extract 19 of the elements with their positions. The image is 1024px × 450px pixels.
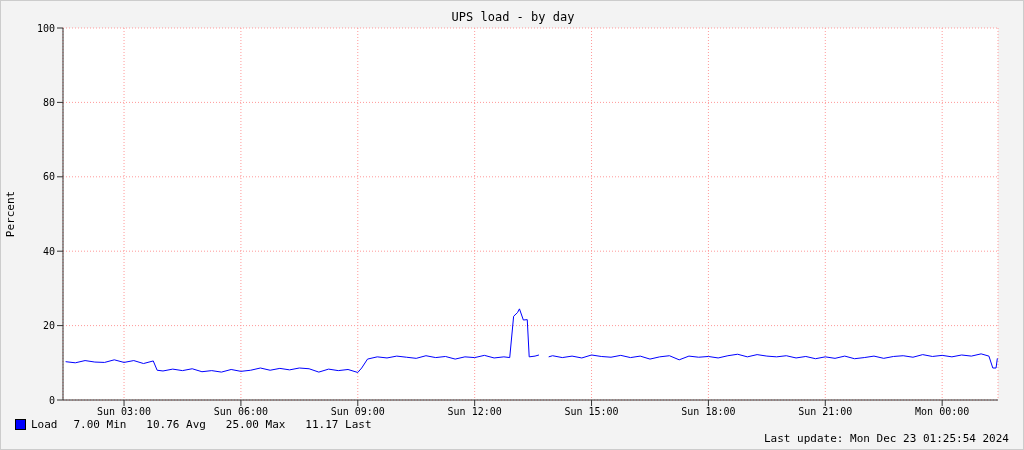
x-tick-label: Sun 21:00 bbox=[798, 406, 853, 418]
x-tick-label: Sun 03:00 bbox=[96, 406, 152, 418]
y-tick-label: 0 bbox=[48, 394, 55, 406]
x-tick-label: Sun 12:00 bbox=[447, 406, 502, 418]
x-tick-label: Sun 06:00 bbox=[213, 406, 268, 418]
y-tick-label: 20 bbox=[42, 320, 55, 332]
text: 7.00 Min 10.76 Avg 25.00 Max 11.17 Last bbox=[73, 418, 372, 431]
y-tick-label: 40 bbox=[42, 245, 55, 257]
x-tick-label: Sun 09:00 bbox=[330, 406, 385, 418]
y-tick-label: 80 bbox=[42, 96, 55, 108]
y-tick-label: 60 bbox=[42, 171, 55, 183]
x-tick-label: Sun 18:00 bbox=[681, 406, 736, 418]
x-tick-label: Mon 00:00 bbox=[915, 406, 970, 418]
x-tick-label: Sun 15:00 bbox=[564, 406, 619, 418]
y-axis-title: Percent bbox=[3, 190, 17, 238]
text: Last update: Mon Dec 23 01:25:54 2024 bbox=[763, 432, 1009, 445]
chart-title: UPS load - by day bbox=[450, 10, 576, 24]
legend-label: Load bbox=[31, 418, 58, 431]
y-tick-label: 100 bbox=[36, 22, 55, 34]
